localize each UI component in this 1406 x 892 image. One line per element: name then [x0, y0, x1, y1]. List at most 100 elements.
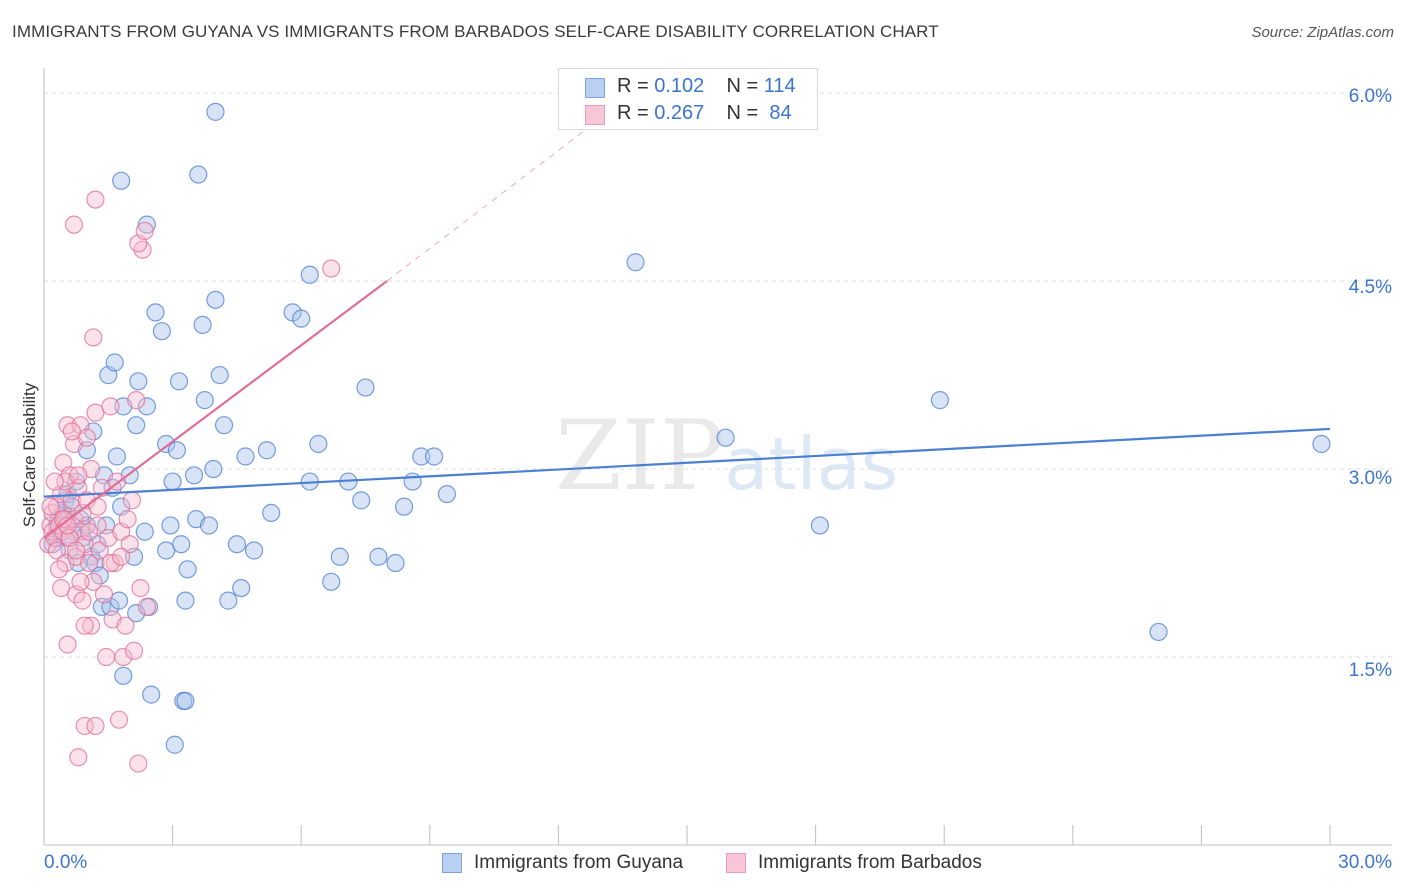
point-guyana-87: [810, 516, 829, 535]
point-barbados-67: [71, 572, 90, 591]
point-guyana-48: [169, 372, 189, 391]
point-guyana-98: [165, 735, 184, 754]
point-barbados-82: [67, 541, 86, 560]
point-barbados-15: [58, 635, 77, 654]
point-barbados-65: [135, 221, 154, 241]
point-guyana-56: [195, 391, 214, 410]
point-guyana-65: [236, 447, 255, 466]
point-guyana-81: [403, 472, 422, 491]
point-barbados-59: [86, 716, 105, 736]
point-guyana-59: [206, 290, 225, 309]
point-guyana-61: [214, 416, 234, 435]
point-guyana-42: [152, 322, 171, 341]
trend-lines: [43, 123, 1331, 539]
legend-n-value-barbados: 84: [769, 102, 792, 124]
point-barbados-73: [49, 560, 69, 579]
point-barbados-24: [69, 748, 88, 767]
legend-n-label-guyana: N =: [726, 75, 759, 97]
x-tick-label-min: 0.0%: [44, 852, 88, 873]
point-barbados-6: [47, 541, 66, 560]
point-guyana-32: [114, 666, 133, 685]
y-axis-label: Self-Care Disability: [20, 382, 39, 528]
point-guyana-83: [424, 447, 444, 466]
point-barbados-62: [84, 328, 103, 347]
point-barbados-44: [101, 397, 120, 416]
point-barbados-39: [90, 541, 109, 560]
point-guyana-64: [232, 578, 251, 598]
point-guyana-58: [204, 459, 223, 479]
point-barbados-28: [73, 591, 92, 610]
point-barbados-81: [118, 510, 137, 529]
point-guyana-73: [322, 572, 341, 591]
point-guyana-93: [112, 171, 131, 190]
watermark-zip: ZIP: [555, 400, 725, 512]
point-barbados-36: [84, 572, 103, 591]
point-guyana-55: [193, 315, 212, 335]
point-guyana-92: [189, 165, 208, 184]
point-barbados-30: [75, 716, 94, 736]
point-barbados-75: [112, 547, 131, 566]
point-barbados-42: [97, 647, 116, 667]
point-guyana-41: [146, 303, 165, 322]
watermark-atlas: atlas: [724, 422, 899, 506]
point-barbados-41: [94, 585, 114, 604]
y-tick-label-6: 6.0%: [1348, 86, 1392, 107]
y-tick-label-4-5: 4.5%: [1348, 277, 1392, 298]
series-label-barbados: Immigrants from Barbados: [758, 852, 982, 873]
point-guyana-36: [129, 372, 148, 391]
point-guyana-76: [352, 491, 371, 510]
point-barbados-48: [109, 710, 129, 729]
point-guyana-66: [244, 541, 264, 560]
point-barbados-79: [88, 497, 107, 516]
point-guyana-72: [309, 434, 328, 454]
point-barbados-60: [62, 422, 81, 441]
point-guyana-99: [176, 691, 195, 710]
point-barbados-63: [86, 190, 105, 209]
point-guyana-84: [437, 484, 457, 504]
point-barbados-70: [101, 553, 120, 573]
y-tick-label-1-5: 1.5%: [1348, 660, 1392, 681]
chart-title: IMMIGRANTS FROM GUYANA VS IMMIGRANTS FRO…: [12, 22, 939, 41]
point-guyana-45: [161, 516, 180, 535]
point-guyana-97: [127, 604, 146, 623]
point-guyana-82: [412, 447, 431, 466]
point-guyana-95: [300, 265, 319, 284]
legend-r-value-guyana: 0.102: [654, 75, 705, 97]
series-swatch-guyana: [442, 853, 462, 873]
y-tick-label-3: 3.0%: [1348, 468, 1392, 489]
point-guyana-91: [206, 102, 225, 121]
point-guyana-96: [105, 353, 124, 372]
point-barbados-78: [69, 466, 88, 485]
point-guyana-90: [1312, 434, 1331, 454]
source-label: Source: ZipAtlas.com: [1251, 24, 1394, 41]
point-guyana-89: [1149, 622, 1168, 642]
point-barbados-52: [120, 535, 139, 554]
x-tick-label-max: 30.0%: [1338, 852, 1392, 873]
point-guyana-60: [210, 365, 229, 385]
point-guyana-52: [178, 560, 197, 579]
point-guyana-67: [257, 441, 277, 460]
point-guyana-85: [626, 253, 645, 272]
trend-extension-barbados: [386, 123, 593, 282]
point-guyana-47: [167, 441, 186, 460]
point-guyana-68: [262, 503, 281, 522]
point-barbados-61: [64, 215, 84, 234]
point-guyana-57: [199, 516, 219, 535]
point-guyana-53: [184, 466, 204, 485]
series-label-guyana: Immigrants from Guyana: [474, 852, 684, 873]
point-barbados-71: [79, 522, 99, 541]
point-guyana-80: [394, 497, 414, 516]
point-barbados-54: [124, 641, 144, 660]
point-guyana-46: [163, 472, 182, 491]
legend-n-label-barbados: N =: [726, 102, 759, 124]
point-guyana-78: [369, 547, 388, 566]
point-guyana-40: [142, 685, 161, 704]
legend-swatch-guyana: [585, 78, 605, 98]
point-guyana-28: [107, 447, 126, 466]
point-guyana-43: [157, 434, 176, 454]
point-guyana-70: [292, 309, 311, 328]
point-barbados-72: [45, 472, 64, 491]
watermark: ZIPatlas: [555, 400, 898, 512]
point-barbados-69: [75, 616, 94, 635]
